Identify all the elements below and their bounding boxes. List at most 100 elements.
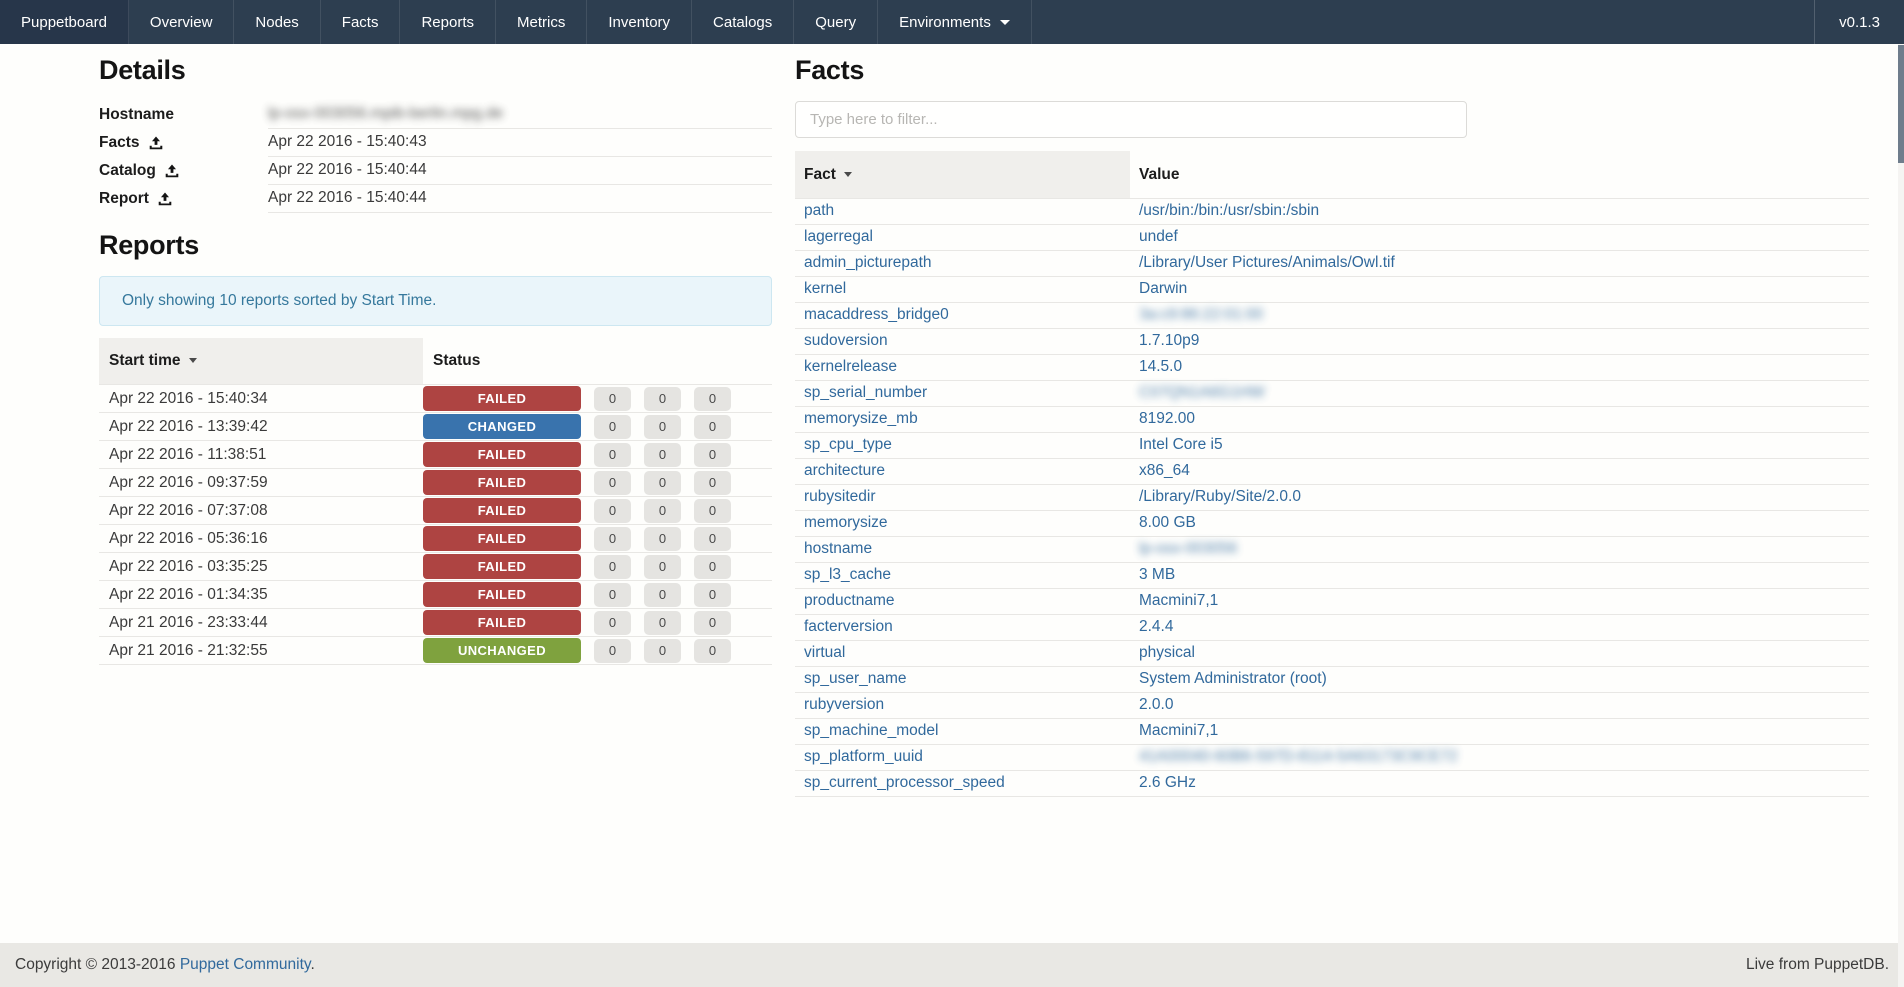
nav-item-label: Inventory (608, 13, 671, 31)
metric-count-badge: 0 (594, 638, 631, 663)
fact-name-link[interactable]: architecture (804, 462, 885, 479)
fact-value-link[interactable]: x86_64 (1139, 462, 1190, 479)
fact-value-link[interactable]: System Administrator (root) (1139, 670, 1327, 687)
scrollbar-thumb[interactable] (1898, 45, 1904, 163)
report-status-badge: FAILED (423, 386, 581, 411)
fact-value-link[interactable]: 8.00 GB (1139, 514, 1196, 531)
reports-sort-header[interactable]: Start time (99, 338, 423, 385)
metric-count-badge: 0 (644, 386, 681, 411)
fact-name-link[interactable]: rubyversion (804, 696, 885, 713)
metric-count-badge: 0 (644, 442, 681, 467)
detail-row: Facts Apr 22 2016 - 15:40:43 (99, 129, 772, 157)
facts-sort-header[interactable]: Fact (795, 151, 1130, 199)
fact-name-link[interactable]: sp_machine_model (804, 722, 939, 739)
fact-value-link[interactable]: Darwin (1139, 280, 1188, 297)
fact-name-link[interactable]: macaddress_bridge0 (804, 306, 949, 323)
report-status-badge: FAILED (423, 582, 581, 607)
fact-row: rubyversion 2.0.0 (795, 692, 1869, 719)
nav-item-label: Query (815, 13, 857, 31)
report-status-badge: FAILED (423, 442, 581, 467)
fact-value-link[interactable]: undef (1139, 228, 1178, 245)
fact-row: path /usr/bin:/bin:/usr/sbin:/sbin (795, 198, 1869, 225)
fact-name-link[interactable]: memorysize (804, 514, 888, 531)
fact-name-link[interactable]: admin_picturepath (804, 254, 932, 271)
fact-value-link[interactable]: /Library/User Pictures/Animals/Owl.tif (1139, 254, 1395, 271)
brand-label: Puppetboard (21, 13, 107, 31)
fact-name-link[interactable]: lagerregal (804, 228, 873, 245)
report-start-time: Apr 22 2016 - 05:36:16 (99, 524, 423, 553)
nav-item-label: Facts (341, 13, 379, 31)
fact-name-link[interactable]: facterversion (804, 618, 893, 635)
fact-name-link[interactable]: sp_current_processor_speed (804, 774, 1005, 791)
metric-count-badge: 0 (594, 442, 631, 467)
fact-name-link[interactable]: sp_platform_uuid (804, 748, 923, 765)
fact-value-link[interactable]: /usr/bin:/bin:/usr/sbin:/sbin (1139, 202, 1320, 219)
fact-value-link[interactable]: /Library/Ruby/Site/2.0.0 (1139, 488, 1301, 505)
fact-name-link[interactable]: sp_user_name (804, 670, 907, 687)
value-header: Value (1130, 151, 1869, 199)
copyright-suffix: . (310, 956, 315, 973)
metric-count-badge: 0 (694, 470, 731, 495)
fact-value-link[interactable]: 2.0.0 (1139, 696, 1174, 713)
detail-label: Facts (99, 134, 140, 151)
nav-item-inventory[interactable]: Inventory (587, 0, 693, 44)
metric-count-badge: 0 (694, 526, 731, 551)
puppet-community-link[interactable]: Puppet Community (179, 956, 311, 973)
detail-value: Apr 22 2016 - 15:40:44 (268, 189, 427, 206)
metric-count-badge: 0 (694, 638, 731, 663)
fact-name-link[interactable]: sudoversion (804, 332, 888, 349)
detail-value: Apr 22 2016 - 15:40:44 (268, 161, 427, 178)
fact-value-link[interactable]: 41A00040-60B6-597D-8114-5A63173C9CE72 (1139, 748, 1458, 765)
main-content: Details Hostname lp-osx-003056.mpib-berl… (0, 44, 1904, 943)
fact-value-link[interactable]: lp-osx-003056 (1139, 540, 1238, 557)
fact-name-link[interactable]: sp_cpu_type (804, 436, 892, 453)
live-from-puppetdb-text: Live from PuppetDB. (1745, 956, 1889, 973)
report-start-time: Apr 22 2016 - 15:40:34 (99, 384, 423, 413)
fact-value-link[interactable]: Intel Core i5 (1139, 436, 1223, 453)
nav-item-environments[interactable]: Environments (878, 0, 1032, 44)
nav-item-metrics[interactable]: Metrics (496, 0, 588, 44)
navbar-brand[interactable]: Puppetboard (0, 0, 129, 44)
fact-row: virtual physical (795, 640, 1869, 667)
detail-label: Catalog (99, 162, 156, 179)
fact-name-link[interactable]: virtual (804, 644, 846, 661)
fact-name-link[interactable]: sp_serial_number (804, 384, 928, 401)
nav-item-query[interactable]: Query (794, 0, 879, 44)
fact-name-link[interactable]: kernelrelease (804, 358, 898, 375)
metric-count-badge: 0 (694, 610, 731, 635)
fact-name-link[interactable]: memorysize_mb (804, 410, 918, 427)
fact-name-link[interactable]: kernel (804, 280, 847, 297)
nav-item-reports[interactable]: Reports (400, 0, 496, 44)
nav-item-facts[interactable]: Facts (321, 0, 401, 44)
fact-value-link[interactable]: 3a:c9:86:22:01:00 (1139, 306, 1264, 323)
fact-value-link[interactable]: Macmini7,1 (1139, 592, 1219, 609)
facts-filter-input[interactable] (795, 101, 1467, 138)
fact-value-link[interactable]: 2.4.4 (1139, 618, 1174, 635)
fact-name-link[interactable]: path (804, 202, 835, 219)
sort-desc-icon (843, 172, 852, 178)
fact-value-link[interactable]: physical (1139, 644, 1195, 661)
nav-item-overview[interactable]: Overview (129, 0, 235, 44)
fact-name-link[interactable]: productname (804, 592, 895, 609)
fact-value-link[interactable]: Macmini7,1 (1139, 722, 1219, 739)
fact-value-link[interactable]: 2.6 GHz (1139, 774, 1196, 791)
fact-name-link[interactable]: hostname (804, 540, 873, 557)
fact-value-link[interactable]: C07QN1A6G1HW (1139, 384, 1265, 401)
fact-name-link[interactable]: sp_l3_cache (804, 566, 892, 583)
fact-value-link[interactable]: 8192.00 (1139, 410, 1196, 427)
page-scrollbar[interactable] (1898, 44, 1904, 987)
nav-item-catalogs[interactable]: Catalogs (692, 0, 795, 44)
fact-value-link[interactable]: 1.7.10p9 (1139, 332, 1200, 349)
footer: Copyright © 2013-2016 Puppet Community. … (0, 943, 1904, 987)
nav-item-label: Overview (149, 13, 213, 31)
fact-name-link[interactable]: rubysitedir (804, 488, 876, 505)
upload-icon (165, 164, 179, 178)
fact-row: hostname lp-osx-003056 (795, 536, 1869, 563)
left-column: Details Hostname lp-osx-003056.mpib-berl… (99, 44, 772, 943)
metric-count-badge: 0 (644, 582, 681, 607)
fact-value-link[interactable]: 14.5.0 (1139, 358, 1183, 375)
fact-value-link[interactable]: 3 MB (1139, 566, 1176, 583)
nav-item-nodes[interactable]: Nodes (234, 0, 321, 44)
